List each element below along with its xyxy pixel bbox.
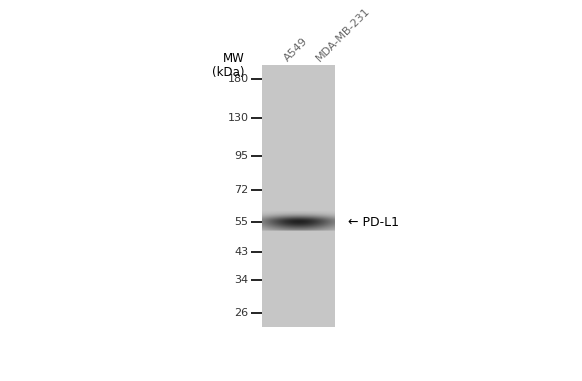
- Text: ← PD-L1: ← PD-L1: [348, 216, 399, 229]
- Text: 130: 130: [228, 113, 249, 123]
- Text: MW: MW: [222, 52, 244, 65]
- Text: A549: A549: [282, 36, 310, 63]
- Text: 95: 95: [235, 151, 249, 161]
- Text: MDA-MB-231: MDA-MB-231: [314, 6, 372, 63]
- Text: 26: 26: [235, 307, 249, 317]
- Text: 72: 72: [235, 184, 249, 195]
- Text: (kDa): (kDa): [212, 66, 244, 80]
- Text: 43: 43: [235, 247, 249, 257]
- Text: 180: 180: [228, 74, 249, 84]
- Text: 34: 34: [235, 275, 249, 285]
- Text: 55: 55: [235, 217, 249, 227]
